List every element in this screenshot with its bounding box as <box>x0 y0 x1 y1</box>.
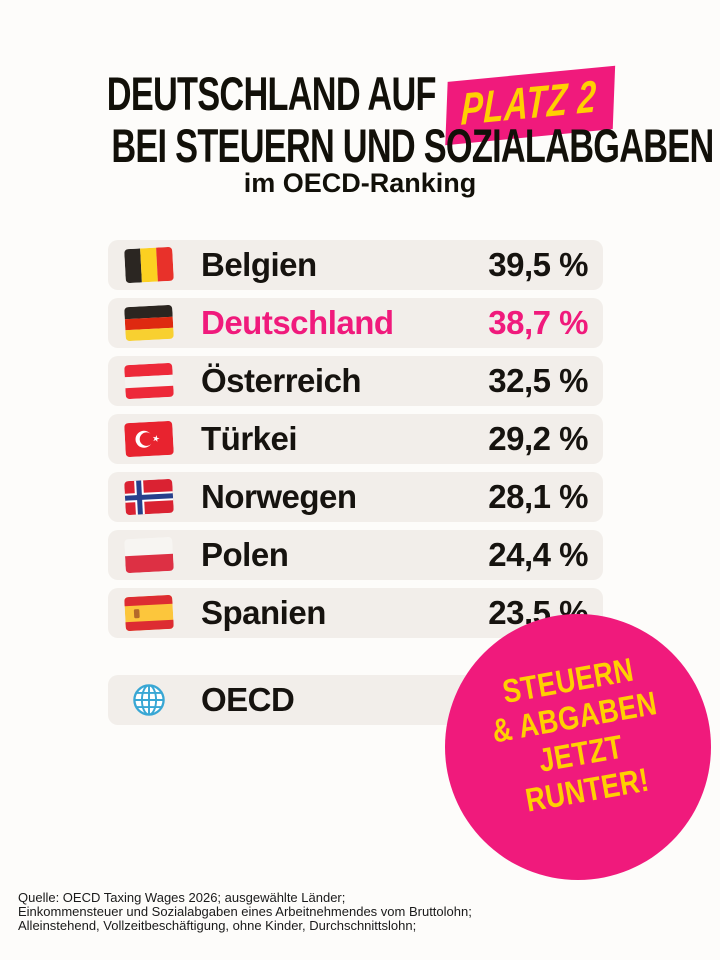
ranking-row-norway: Norwegen 28,1 % <box>108 472 603 522</box>
country-name: Deutschland <box>201 304 394 341</box>
source-note: Quelle: OECD Taxing Wages 2026; ausgewäh… <box>18 891 472 932</box>
title-text-2: BEI STEUERN UND SOZIALABGABEN <box>111 119 714 172</box>
country-name: Österreich <box>201 362 362 399</box>
country-name: Belgien <box>201 246 317 283</box>
title-line-2: BEI STEUERN UND SOZIALABGABEN <box>0 118 720 173</box>
source-line: Einkommensteuer und Sozialabgaben eines … <box>18 903 472 919</box>
norway-flag-icon <box>121 477 177 517</box>
subtitle: im OECD-Ranking <box>243 168 477 198</box>
campaign-sticker: STEUERN & ABGABEN JETZT RUNTER! <box>445 614 711 880</box>
turkey-flag-icon <box>121 419 177 459</box>
ranking-row-belgium: Belgien 39,5 % <box>108 240 603 290</box>
country-value: 24,4 % <box>488 536 588 573</box>
ranking-row-germany: Deutschland 38,7 % <box>108 298 603 348</box>
germany-flag-icon <box>121 303 177 343</box>
belgium-flag-icon <box>121 245 177 285</box>
country-name: Türkei <box>201 420 298 457</box>
ranking-row-turkey: Türkei 29,2 % <box>108 414 603 464</box>
globe-icon <box>121 680 177 720</box>
title-line-1: DEUTSCHLAND AUF PLATZ 2 <box>0 65 720 146</box>
country-name: Spanien <box>201 594 326 631</box>
country-value: 32,5 % <box>488 362 588 399</box>
ranking-row-poland: Polen 24,4 % <box>108 530 603 580</box>
country-value: 38,7 % <box>488 304 588 341</box>
poland-flag-icon <box>121 535 177 575</box>
spain-flag-icon <box>121 593 177 633</box>
austria-flag-icon <box>121 361 177 401</box>
source-line: Quelle: OECD Taxing Wages 2026; ausgewäh… <box>18 890 346 905</box>
title-text: DEUTSCHLAND AUF <box>106 67 436 120</box>
country-name: OECD <box>201 681 295 718</box>
country-value: 28,1 % <box>488 478 588 515</box>
source-line: Alleinstehend, Vollzeitbeschäftigung, oh… <box>18 917 417 933</box>
ranking-row-austria: Österreich 32,5 % <box>108 356 603 406</box>
campaign-slogan: STEUERN & ABGABEN JETZT RUNTER! <box>483 648 673 823</box>
country-name: Polen <box>201 536 289 573</box>
country-name: Norwegen <box>201 478 357 515</box>
country-value: 29,2 % <box>488 420 588 457</box>
country-value: 39,5 % <box>488 246 588 283</box>
